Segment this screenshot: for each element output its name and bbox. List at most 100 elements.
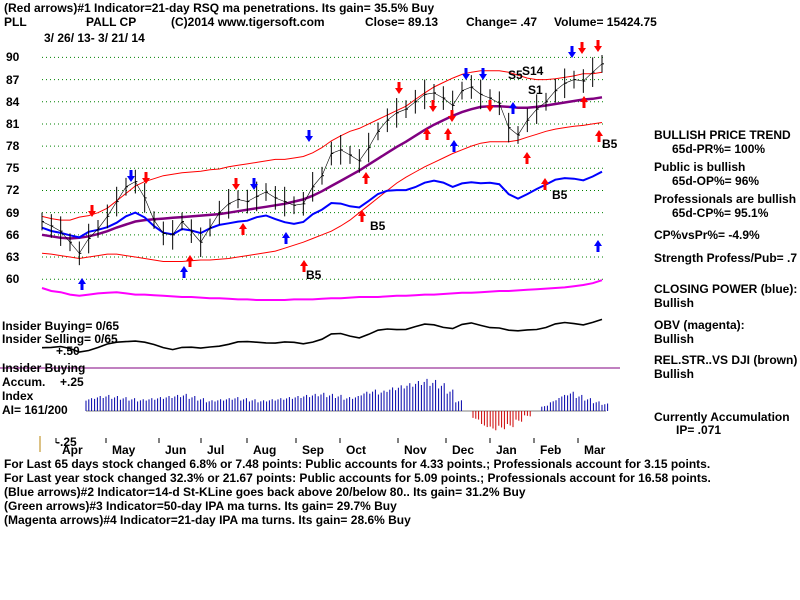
obv-line <box>41 279 603 301</box>
relstr-value: Bullish <box>654 367 695 381</box>
x-tick-label: Jun <box>165 443 187 457</box>
op-value: 65d-OP%= 96% <box>672 174 760 188</box>
x-tick-label: Nov <box>404 443 427 457</box>
cp-value: 65d-CP%= 95.1% <box>672 206 769 220</box>
blue-up-arrow <box>282 232 290 244</box>
x-tick-label: Jul <box>207 443 225 457</box>
date-range: 3/ 26/ 13- 3/ 21/ 14 <box>44 31 145 45</box>
footer-green-arrows: (Green arrows)#3 Indicator=50-day IPA ma… <box>4 499 397 513</box>
red-up-arrow <box>300 260 308 272</box>
x-tick-label: Aug <box>253 443 277 457</box>
price-tick-label: 69 <box>6 205 20 220</box>
index-label: Index <box>2 389 34 403</box>
red-up-arrow <box>523 152 531 164</box>
blue-down-arrow <box>479 68 487 80</box>
price-tick-label: 90 <box>6 50 20 65</box>
footer-blue-arrows: (Blue arrows)#2 Indicator=14-d St-KLine … <box>4 485 526 499</box>
signal-s5: S5 <box>508 68 523 82</box>
red-down-arrow <box>142 172 150 184</box>
price-tick-label: 63 <box>6 250 20 265</box>
blue-down-arrow <box>305 130 313 142</box>
signal-s1: S1 <box>528 83 543 97</box>
closing-power-label: CLOSING POWER (blue): <box>654 282 798 296</box>
volume-value: Volume= 15424.75 <box>554 15 657 29</box>
indicator-1-line: (Red arrows)#1 Indicator=21-day RSQ ma p… <box>4 1 435 15</box>
red-up-arrow <box>595 130 603 142</box>
signal-b5-sep: B5 <box>306 268 322 282</box>
x-tick-label: Jan <box>496 443 517 457</box>
closing-power-line <box>41 170 603 239</box>
blue-up-arrow <box>78 278 86 290</box>
signal-b5-oct: B5 <box>370 219 386 233</box>
closing-power-value: Bullish <box>654 296 695 310</box>
ip-value: IP= .071 <box>676 423 722 437</box>
blue-up-arrow <box>180 266 188 278</box>
insider-buying-count: Insider Buying= 0/65 <box>2 319 120 333</box>
ticker-symbol: PLL <box>4 15 27 29</box>
red-down-arrow <box>395 82 403 94</box>
accum-tick-bottom: -.25 <box>56 435 77 449</box>
x-tick-label: Oct <box>346 443 367 457</box>
red-up-arrow <box>423 128 431 140</box>
relstr-label: REL.STR..VS DJI (brown) <box>654 353 798 367</box>
red-down-arrow <box>448 110 456 122</box>
insider-buying-line-label: Insider Buying <box>2 361 86 375</box>
red-up-arrow <box>362 172 370 184</box>
red-down-arrow <box>88 205 96 217</box>
footer-65day: For Last 65 days stock changed 6.8% or 7… <box>4 457 711 471</box>
red-up-arrow <box>444 128 452 140</box>
signal-s14: S14 <box>522 64 544 78</box>
accum-tick-mid: +.25 <box>60 375 84 389</box>
obv-label: OBV (magenta): <box>654 318 745 332</box>
price-tick-label: 75 <box>6 161 20 176</box>
blue-down-arrow <box>568 46 576 58</box>
footer-year: For Last year stock changed 32.3% or 21.… <box>4 471 711 485</box>
price-tick-label: 72 <box>6 183 20 198</box>
relstr-line <box>41 318 603 353</box>
blue-up-arrow <box>450 140 458 152</box>
price-tick-label: 78 <box>6 139 20 154</box>
blue-down-arrow <box>250 178 258 190</box>
price-bands <box>41 70 603 262</box>
x-tick-label: Apr <box>62 443 83 457</box>
strength-value: Strength Profess/Pub= .7 <box>654 251 798 265</box>
company-name: PALL CP <box>86 15 137 29</box>
red-up-arrow <box>541 178 549 190</box>
accum-index-bars <box>85 378 609 431</box>
trend-title: BULLISH PRICE TREND <box>654 128 791 142</box>
public-bullish: Public is bullish <box>654 160 746 174</box>
x-tick-label: Dec <box>452 443 475 457</box>
red-down-arrow <box>594 40 602 52</box>
professionals-bullish: Professionals are bullish <box>654 192 797 206</box>
price-tick-label: 84 <box>6 94 20 109</box>
footer-magenta-arrows: (Magenta arrows)#4 Indicator=21-day IPA … <box>4 513 411 527</box>
price-line <box>41 63 603 254</box>
x-tick-label: Mar <box>584 443 606 457</box>
signal-arrows <box>78 40 603 290</box>
blue-up-arrow <box>594 240 602 252</box>
insider-selling-count: Insider Selling= 0/65 <box>2 332 118 346</box>
moving-average-line <box>41 96 603 240</box>
red-up-arrow <box>186 255 194 267</box>
x-tick-label: Sep <box>302 443 325 457</box>
price-series <box>41 54 604 266</box>
price-gridlines <box>0 56 620 452</box>
red-down-arrow <box>486 100 494 112</box>
red-down-arrow <box>429 100 437 112</box>
copyright-text: (C)2014 www.tigersoft.com <box>171 15 325 29</box>
red-up-arrow <box>239 223 247 235</box>
blue-down-arrow <box>127 170 135 182</box>
accum-tick-top: +.50 <box>56 344 80 358</box>
change-value: Change= .47 <box>466 15 538 29</box>
signal-b5-mid: B5 <box>552 188 568 202</box>
red-up-arrow <box>580 96 588 108</box>
close-value: Close= 89.13 <box>365 15 439 29</box>
accum-label: Accum. <box>2 375 46 389</box>
x-tick-label: Feb <box>540 443 562 457</box>
obv-value: Bullish <box>654 332 695 346</box>
price-tick-label: 66 <box>6 227 20 242</box>
red-up-arrow <box>358 210 366 222</box>
price-tick-label: 60 <box>6 272 20 287</box>
pr-value: 65d-PR%= 100% <box>672 142 766 156</box>
